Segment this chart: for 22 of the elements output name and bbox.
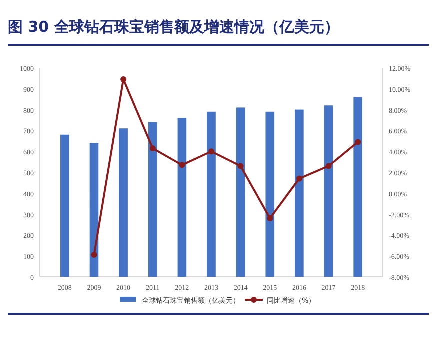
chart-title: 图 30 全球钻石珠宝销售额及增速情况（亿美元） bbox=[8, 18, 340, 36]
point bbox=[150, 145, 156, 152]
bar bbox=[119, 128, 128, 277]
bar bbox=[90, 143, 99, 277]
point bbox=[120, 76, 127, 82]
bar bbox=[236, 108, 246, 277]
point bbox=[238, 163, 244, 170]
bar bbox=[148, 122, 158, 277]
point bbox=[179, 162, 186, 168]
point bbox=[296, 176, 302, 182]
bar bbox=[295, 110, 304, 277]
point bbox=[355, 139, 362, 146]
bar bbox=[324, 106, 334, 277]
point bbox=[326, 163, 332, 170]
bar bbox=[354, 97, 362, 277]
bar bbox=[60, 134, 70, 277]
bar bbox=[178, 118, 187, 277]
bar bbox=[266, 112, 275, 277]
bar bbox=[207, 112, 216, 277]
point bbox=[267, 215, 274, 222]
point bbox=[91, 252, 98, 258]
point bbox=[208, 148, 214, 155]
